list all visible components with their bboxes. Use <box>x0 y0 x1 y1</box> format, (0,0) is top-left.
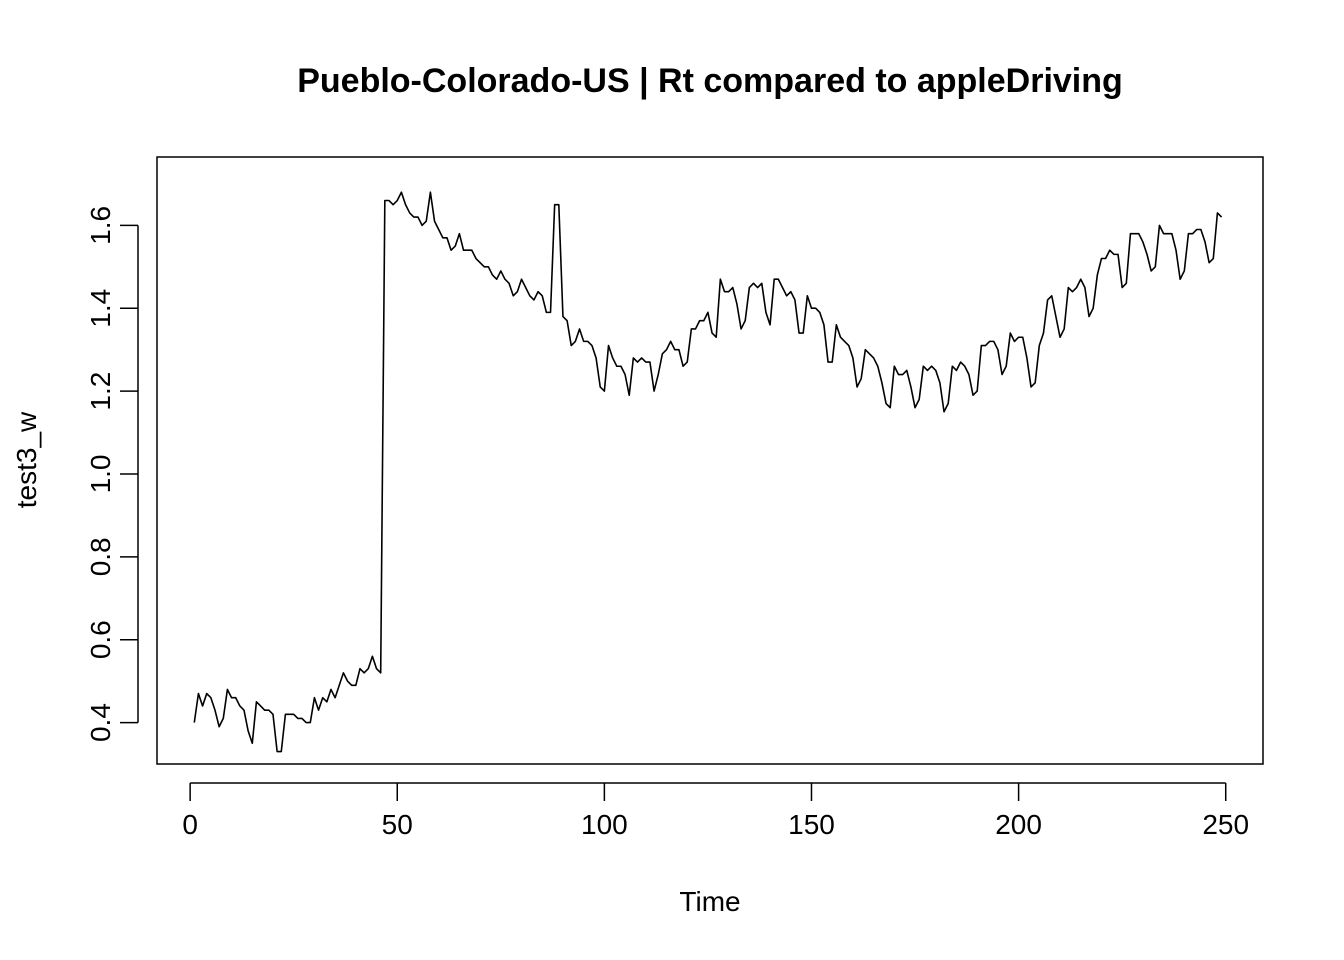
y-axis-label: test3_w <box>11 411 42 508</box>
chart-title: Pueblo-Colorado-US | Rt compared to appl… <box>297 62 1123 100</box>
y-tick-label: 0.4 <box>85 703 116 742</box>
series-line <box>193 191 1223 753</box>
x-tick-label: 200 <box>995 809 1042 840</box>
y-tick-label: 1.0 <box>85 454 116 493</box>
x-tick-label: 50 <box>382 809 413 840</box>
x-axis-label: Time <box>679 886 740 917</box>
y-tick-label: 0.6 <box>85 620 116 659</box>
y-tick-label: 0.8 <box>85 537 116 576</box>
x-tick-label: 100 <box>581 809 628 840</box>
series-layer <box>193 191 1223 753</box>
x-tick-label: 0 <box>182 809 198 840</box>
x-tick-label: 250 <box>1202 809 1249 840</box>
x-axis: 0 50 100 150 200 250 <box>182 782 1249 840</box>
y-tick-label: 1.4 <box>85 289 116 328</box>
plot-frame <box>156 156 1264 765</box>
y-tick-label: 1.6 <box>85 206 116 245</box>
y-axis: 0.4 0.6 0.8 1.0 1.2 1.4 1.6 <box>85 206 139 742</box>
y-tick-label: 1.2 <box>85 372 116 411</box>
x-tick-label: 150 <box>788 809 835 840</box>
